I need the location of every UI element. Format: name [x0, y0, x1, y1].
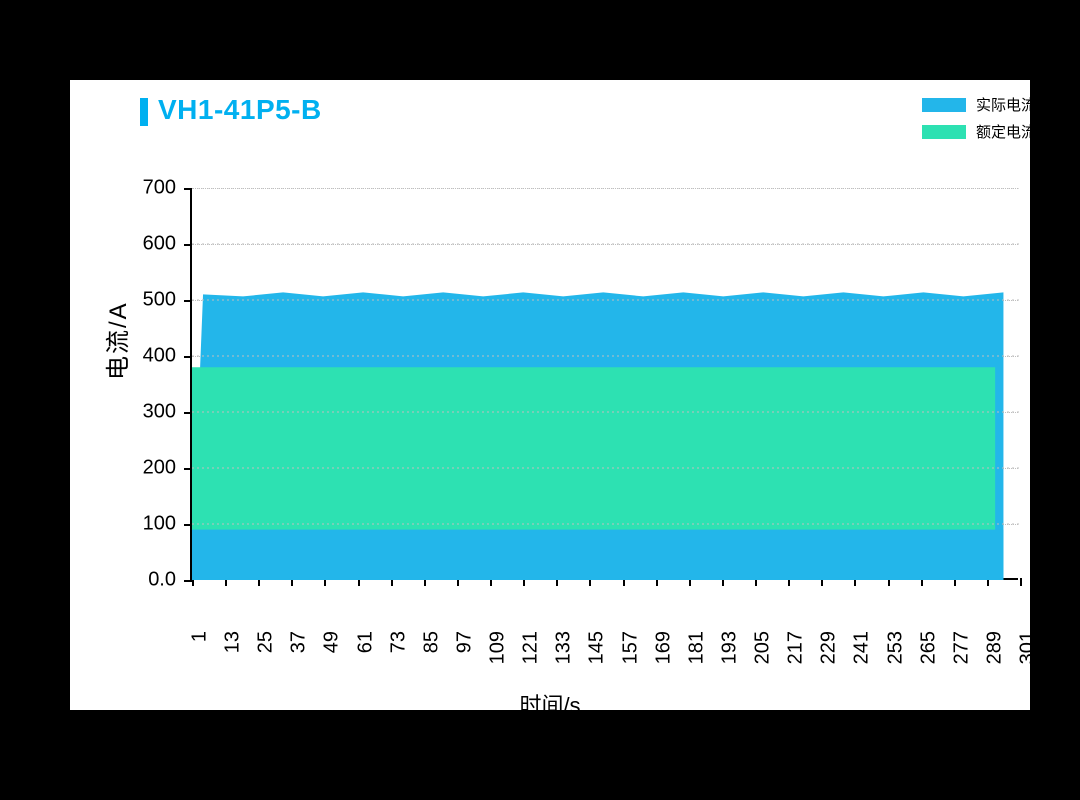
x-axis-label: 时间/s: [70, 688, 1030, 720]
x-tick-label: 13: [222, 631, 245, 653]
legend-swatch-0: [922, 98, 966, 112]
y-tick-label: 200: [70, 457, 176, 480]
x-tick-label: 97: [453, 631, 476, 653]
x-tick-label: 265: [917, 631, 940, 664]
series-svg: [192, 188, 1020, 580]
y-tick-mark: [184, 524, 192, 526]
x-tick-label: 193: [718, 631, 741, 664]
x-tick-label: 229: [818, 631, 841, 664]
x-tick-label: 109: [487, 631, 510, 664]
legend-item-1: 额定电流: [922, 121, 1036, 142]
legend: 实际电流 额定电流: [922, 94, 1036, 148]
chart-card: VH1-41P5-B 实际电流 额定电流 电流/A 11325374961738…: [70, 80, 1030, 710]
x-tick-label: 169: [652, 631, 675, 664]
x-tick-label: 253: [884, 631, 907, 664]
x-tick-mark: [1020, 578, 1022, 586]
page-root: VH1-41P5-B 实际电流 额定电流 电流/A 11325374961738…: [0, 0, 1080, 800]
y-tick-label: 300: [70, 401, 176, 424]
y-tick-mark: [184, 580, 192, 582]
x-tick-label: 61: [354, 631, 377, 653]
x-tick-label: 181: [685, 631, 708, 664]
y-tick-mark: [184, 300, 192, 302]
y-tick-label: 400: [70, 345, 176, 368]
y-axis-label: 电流/A: [98, 301, 133, 380]
x-tick-label: 277: [950, 631, 973, 664]
y-tick-label: 600: [70, 233, 176, 256]
x-tick-label: 73: [387, 631, 410, 653]
chart-title: VH1-41P5-B: [158, 94, 322, 126]
lower-band: [192, 530, 1003, 580]
y-tick-label: 0.0: [70, 569, 176, 592]
x-tick-label: 49: [321, 631, 344, 653]
y-tick-mark: [184, 468, 192, 470]
y-tick-label: 100: [70, 513, 176, 536]
x-tick-label: 133: [553, 631, 576, 664]
x-tick-label: 217: [785, 631, 808, 664]
legend-item-0: 实际电流: [922, 94, 1036, 115]
y-tick-mark: [184, 188, 192, 190]
x-tick-label: 25: [255, 631, 278, 653]
legend-label-1: 额定电流: [976, 121, 1036, 142]
x-tick-label: 37: [288, 631, 311, 653]
x-tick-label: 205: [752, 631, 775, 664]
y-tick-mark: [184, 412, 192, 414]
x-tick-label: 145: [586, 631, 609, 664]
x-tick-label: 157: [619, 631, 642, 664]
x-tick-label: 241: [851, 631, 874, 664]
x-tick-label: 1: [189, 631, 212, 642]
y-tick-mark: [184, 244, 192, 246]
y-tick-label: 500: [70, 289, 176, 312]
y-tick-label: 700: [70, 177, 176, 200]
y-tick-mark: [184, 356, 192, 358]
x-tick-label: 289: [983, 631, 1006, 664]
x-tick-label: 301: [1017, 631, 1040, 664]
legend-swatch-1: [922, 125, 966, 139]
x-tick-label: 85: [420, 631, 443, 653]
plot-area: 1132537496173859710912113314515716918119…: [190, 188, 1018, 580]
x-tick-label: 121: [520, 631, 543, 664]
title-accent-bar: [140, 98, 148, 126]
legend-label-0: 实际电流: [976, 94, 1036, 115]
